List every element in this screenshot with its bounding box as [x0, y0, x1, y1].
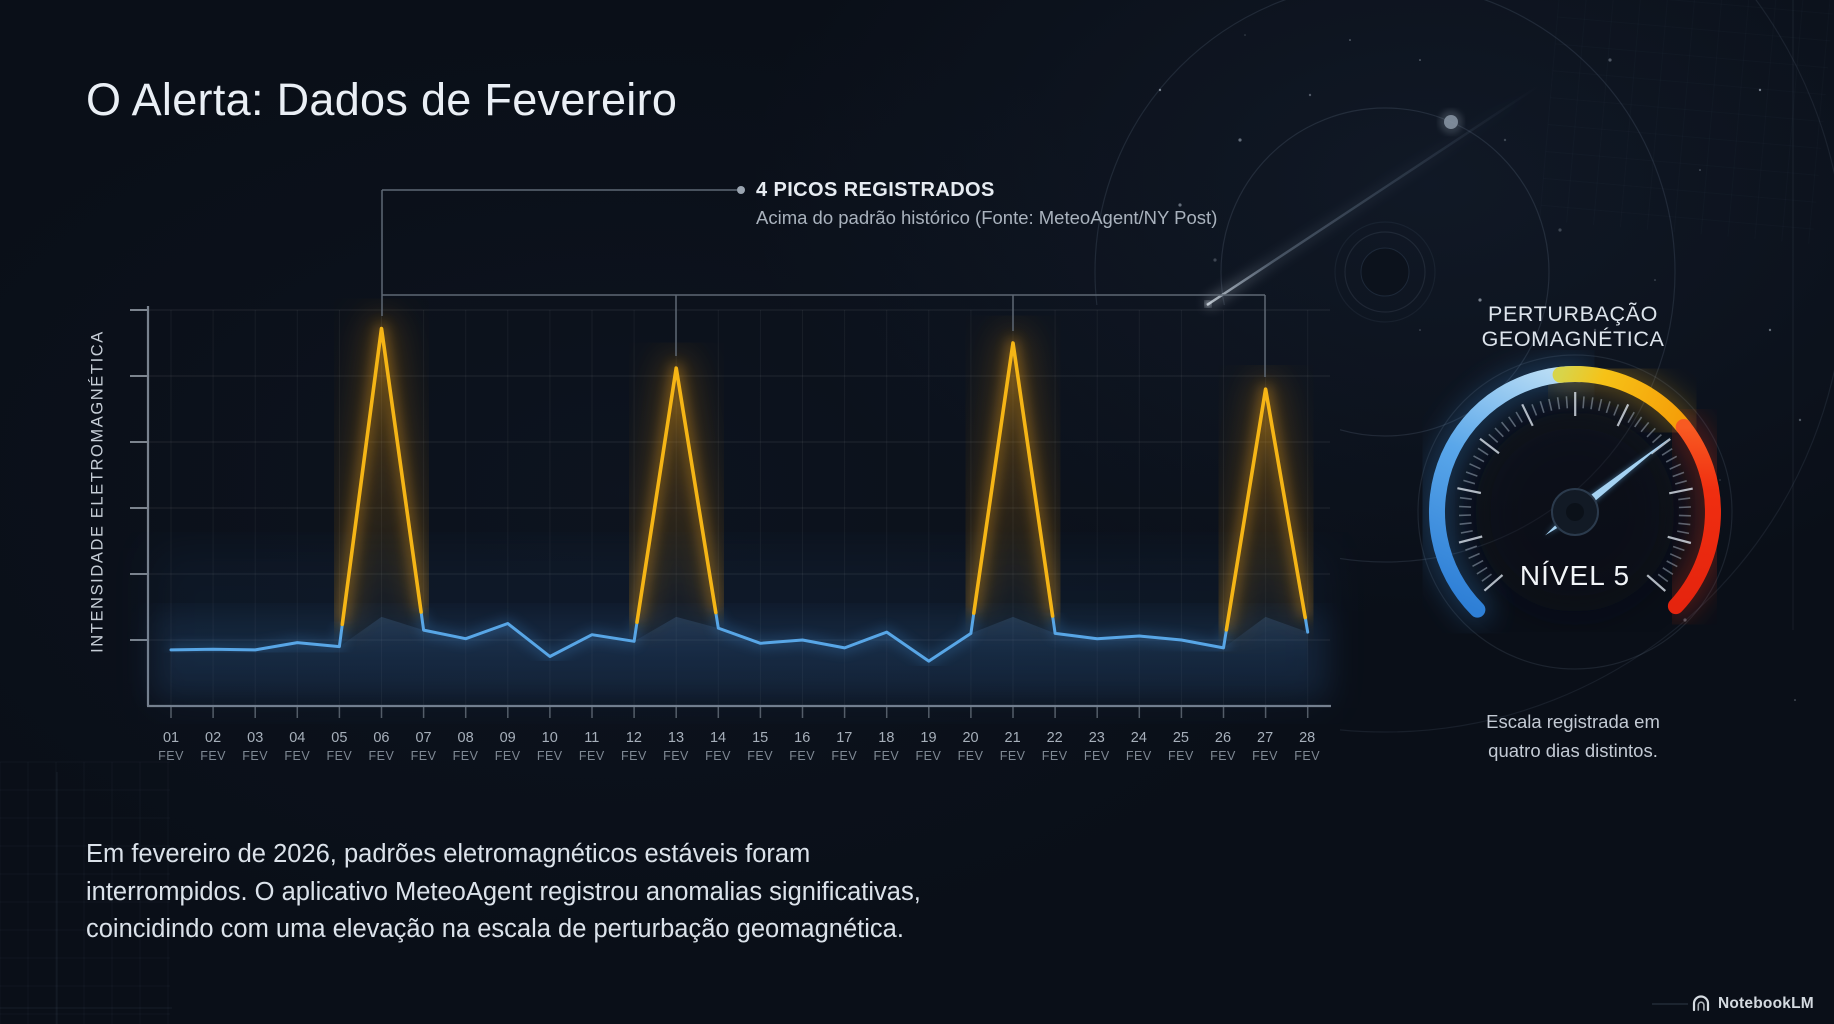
gauge-caption: Escala registrada em quatro dias distint…: [1423, 707, 1723, 765]
x-axis-tick-label: 23 FEV: [1083, 730, 1110, 763]
x-axis-labels: 01 FEV 02 FEV 03 FEV 04 FEV 05 FEV 06 FEV 07 FEV 08 FEV…: [150, 730, 1328, 763]
watermark-brand: NotebookLM: [1718, 995, 1814, 1012]
gauge-title: PERTURBAÇÃO GEOMAGNÉTICA: [1481, 302, 1665, 351]
gauge-arc-high: [1667, 419, 1721, 615]
x-axis-tick-label: 26 FEV: [1210, 730, 1236, 763]
paragraph-line: Em fevereiro de 2026, padrões eletromagn…: [86, 840, 811, 868]
orbital-rings-decor: [1080, 0, 1834, 733]
x-axis-tick-label: 28 FEV: [1294, 730, 1321, 763]
gauge-ticks: [1457, 392, 1693, 592]
intensity-line-chart: [130, 304, 1331, 718]
annotation-title: 4 PICOS REGISTRADOS: [756, 179, 995, 201]
gauge-level-label: NÍVEL 5: [1519, 560, 1631, 591]
x-axis-tick-label: 24 FEV: [1125, 730, 1152, 763]
x-axis-tick-label: 11 FEV: [578, 730, 605, 763]
gauge-caption-line: quatro dias distintos.: [1488, 740, 1658, 761]
callout-dot-icon: [737, 186, 745, 194]
x-axis-tick-label: 10 FEV: [536, 730, 563, 763]
x-axis-tick-label: 25 FEV: [1168, 730, 1194, 763]
x-axis-tick-label: 16 FEV: [789, 730, 816, 763]
x-axis-tick-label: 15 FEV: [747, 730, 774, 763]
gauge-arc-low: [1428, 366, 1588, 618]
x-axis-tick-label: 21 FEV: [999, 730, 1026, 763]
x-axis-tick-label: 19 FEV: [915, 730, 942, 763]
geomagnetic-gauge: [1417, 354, 1733, 670]
gauge-arc-mid: [1552, 366, 1692, 435]
planet-icon: [1360, 247, 1410, 297]
bottomleft-grid-decor: [0, 761, 172, 1024]
gauge-caption-line: Escala registrada em: [1486, 711, 1660, 732]
x-axis-tick-label: 09 FEV: [494, 730, 521, 763]
x-axis-tick-label: 03 FEV: [242, 730, 269, 763]
gauge-outer-ring: [1417, 354, 1733, 670]
star-field-decor: [1158, 34, 1802, 701]
x-axis-tick-label: 18 FEV: [873, 730, 900, 763]
paragraph-line: coincidindo com uma elevação na escala d…: [86, 915, 904, 943]
x-axis-tick-label: 14 FEV: [705, 730, 731, 763]
paragraph-line: interrompidos. O aplicativo MeteoAgent r…: [86, 877, 921, 906]
peaks-callout-lines: [381, 186, 1266, 377]
x-axis-tick-label: 13 FEV: [663, 730, 689, 763]
x-axis-tick-label: 17 FEV: [831, 730, 858, 763]
x-axis-tick-label: 01 FEV: [158, 730, 184, 763]
corner-grid-decor: [1539, 0, 1833, 244]
annotation-subtitle: Acima do padrão histórico (Fonte: MeteoA…: [756, 207, 1218, 228]
x-axis-tick-label: 05 FEV: [326, 730, 353, 763]
x-axis-tick-label: 06 FEV: [368, 730, 395, 763]
x-axis-tick-label: 20 FEV: [957, 730, 984, 763]
x-axis-tick-label: 12 FEV: [620, 730, 647, 763]
x-axis-tick-label: 08 FEV: [452, 730, 479, 763]
watermark: NotebookLM: [1690, 993, 1814, 1015]
notebooklm-logo-icon: [1692, 995, 1710, 1012]
body-paragraph: Em fevereiro de 2026, padrões eletromagn…: [86, 836, 921, 949]
x-axis-tick-label: 22 FEV: [1041, 730, 1068, 763]
y-axis-label: INTENSIDADE ELETROMAGNÉTICA: [88, 330, 107, 653]
x-axis-tick-label: 04 FEV: [284, 730, 311, 763]
x-axis-tick-label: 07 FEV: [410, 730, 437, 763]
x-axis-tick-label: 27 FEV: [1252, 730, 1278, 763]
comet-streak-decor: [1204, 81, 1543, 309]
x-axis-tick-label: 02 FEV: [200, 730, 227, 763]
page-title: O Alerta: Dados de Fevereiro: [86, 74, 678, 125]
